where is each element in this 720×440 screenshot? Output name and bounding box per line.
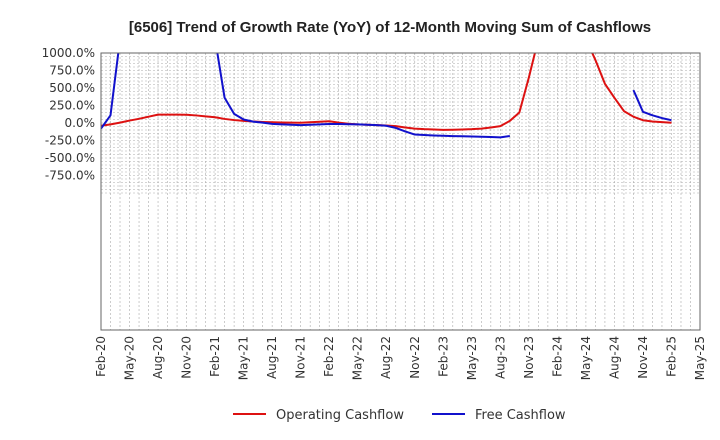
- y-tick-label: 250.0%: [49, 99, 95, 113]
- y-tick-label: 1000.0%: [42, 46, 95, 60]
- x-tick-label: Aug-20: [151, 336, 165, 379]
- legend-free-cashflow-label: Free Cashflow: [475, 408, 566, 423]
- x-tick-label: Feb-25: [664, 336, 678, 377]
- legend: Operating Cashflow Free Cashflow: [233, 408, 566, 423]
- x-tick-label: May-25: [693, 336, 707, 380]
- x-tick-label: Aug-21: [265, 336, 279, 379]
- x-tick-label: Nov-23: [522, 336, 536, 379]
- x-tick-label: May-20: [123, 336, 137, 380]
- x-tick-label: Feb-23: [436, 336, 450, 377]
- free-cashflow-line: [101, 53, 120, 130]
- free-cashflow-line: [216, 53, 510, 139]
- y-axis-ticks: 1000.0% 750.0% 500.0% 250.0% 0.0% -250.0% -500…: [42, 46, 95, 183]
- y-tick-label: 750.0%: [49, 64, 95, 78]
- y-tick-label: 0.0%: [65, 116, 96, 130]
- x-tick-label: Nov-24: [636, 336, 650, 379]
- x-tick-label: Feb-21: [208, 336, 222, 377]
- chart-title: [6506] Trend of Growth Rate (YoY) of 12-…: [129, 19, 651, 36]
- series-lines: [101, 53, 672, 139]
- y-tick-label: -500.0%: [45, 151, 95, 165]
- y-tick-label: 500.0%: [49, 81, 95, 95]
- x-tick-label: Feb-20: [94, 336, 108, 377]
- plot-frame: [100, 52, 701, 331]
- x-tick-label: Nov-21: [294, 336, 308, 379]
- x-axis-ticks: Feb-20 May-20 Aug-20 Nov-20 Feb-21 May-21 Aug-…: [94, 336, 707, 380]
- x-tick-label: Aug-23: [493, 336, 507, 379]
- x-tick-label: May-24: [579, 336, 593, 380]
- free-cashflow-line: [632, 89, 672, 122]
- y-tick-label: -250.0%: [45, 134, 95, 148]
- x-tick-label: Feb-24: [550, 336, 564, 377]
- x-tick-label: May-21: [237, 336, 251, 380]
- x-tick-label: Aug-22: [379, 336, 393, 379]
- y-tick-label: -750.0%: [45, 169, 95, 183]
- x-tick-label: Nov-20: [180, 336, 194, 379]
- x-tick-label: May-22: [351, 336, 365, 380]
- x-tick-label: May-23: [465, 336, 479, 380]
- x-tick-label: Aug-24: [607, 336, 621, 379]
- legend-operating-cashflow-label: Operating Cashflow: [276, 408, 404, 423]
- x-tick-label: Nov-22: [408, 336, 422, 379]
- x-tick-label: Feb-22: [322, 336, 336, 377]
